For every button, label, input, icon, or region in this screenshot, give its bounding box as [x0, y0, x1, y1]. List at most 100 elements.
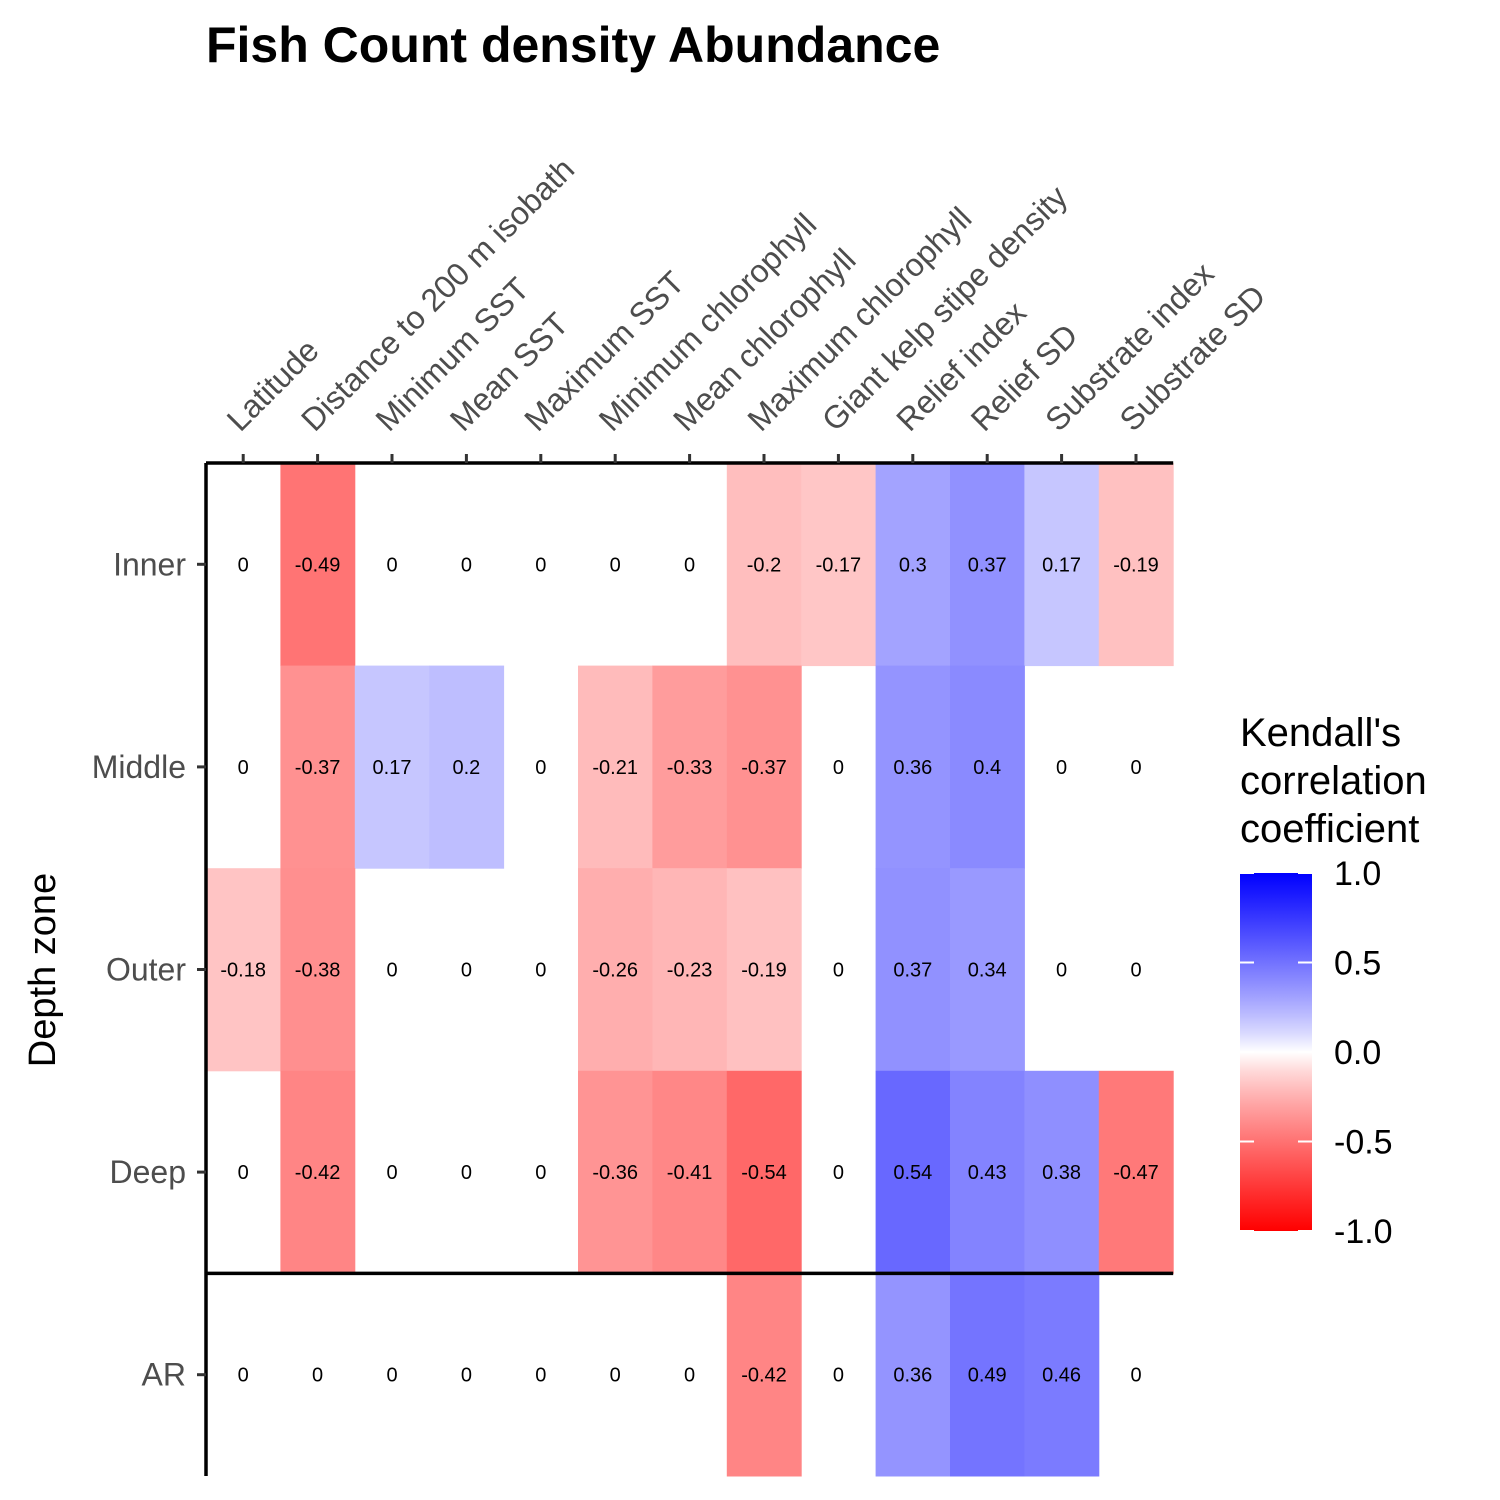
cell-value-label: 0	[535, 1365, 546, 1387]
legend-tick-label: -1.0	[1334, 1213, 1393, 1251]
y-tick-label: Outer	[106, 952, 186, 988]
legend-title-line: coefficient	[1240, 807, 1419, 851]
y-tick-label: AR	[142, 1357, 186, 1393]
cell-value-label: -0.54	[741, 1162, 787, 1184]
heatmap-cell-labels: 0 -0.49 0 0 0 0 0 -0.2 -0.17 0.3 0.37 0.17 -0.19 0 -0.…	[220, 554, 1158, 1386]
legend-tick-label: 0.5	[1334, 945, 1381, 983]
heatmap-cell	[801, 463, 877, 667]
axes	[197, 454, 1174, 1476]
cell-value-label: 0	[1130, 1365, 1141, 1387]
heatmap-cell	[1024, 1070, 1100, 1274]
cell-value-label: -0.42	[741, 1365, 787, 1387]
heatmap-cell	[280, 868, 356, 1072]
cell-value-label: 0.37	[968, 554, 1007, 576]
heatmap-cell	[652, 868, 728, 1072]
heatmap-cell	[280, 1070, 356, 1274]
heatmap-cell	[1098, 463, 1174, 667]
cell-value-label: 0.38	[1042, 1162, 1081, 1184]
cell-value-label: -0.49	[295, 554, 341, 576]
cell-value-label: -0.19	[1113, 554, 1159, 576]
heatmap-cell	[1024, 463, 1100, 667]
chart-title: Fish Count density Abundance	[206, 17, 940, 73]
y-tick-label: Inner	[113, 546, 186, 582]
y-axis-title: Depth zone	[22, 873, 64, 1067]
cell-value-label: -0.38	[295, 960, 341, 982]
heatmap-cell	[206, 868, 281, 1072]
cell-value-label: 0	[833, 960, 844, 982]
cell-value-label: 0	[238, 1162, 249, 1184]
cell-value-label: -0.36	[592, 1162, 638, 1184]
cell-value-label: 0	[684, 1365, 695, 1387]
cell-value-label: -0.2	[747, 554, 781, 576]
cell-value-label: 0	[535, 554, 546, 576]
legend-title-line: correlation	[1240, 759, 1427, 803]
cell-value-label: 0.49	[968, 1365, 1007, 1387]
cell-value-label: 0	[684, 554, 695, 576]
y-axis-tick-labels: Inner Middle Outer Deep AR	[92, 546, 187, 1392]
y-tick-label: Deep	[110, 1154, 187, 1190]
cell-value-label: 0	[238, 757, 249, 779]
cell-value-label: 0	[238, 554, 249, 576]
heatmap-cell	[280, 665, 356, 869]
cell-value-label: -0.37	[741, 757, 787, 779]
cell-value-label: -0.18	[220, 960, 266, 982]
cell-value-label: 0.34	[968, 960, 1007, 982]
cell-value-label: 0.17	[373, 757, 412, 779]
cell-value-label: 0.17	[1042, 554, 1081, 576]
heatmap-cell	[950, 665, 1025, 869]
heatmap-cell	[726, 1070, 802, 1274]
heatmap-cell	[950, 1070, 1025, 1274]
heatmap-cell	[726, 1273, 802, 1477]
heatmap-cell	[280, 463, 356, 667]
cell-value-label: 0	[610, 1365, 621, 1387]
heatmap-cell	[950, 868, 1025, 1072]
cell-value-label: 0	[610, 554, 621, 576]
legend-tick-label: 1.0	[1334, 855, 1381, 893]
heatmap-cell	[1024, 1273, 1100, 1477]
cell-value-label: 0	[386, 1162, 397, 1184]
cell-value-label: 0	[1056, 960, 1067, 982]
heatmap-cell	[875, 463, 951, 667]
heatmap-cell	[950, 1273, 1025, 1477]
cell-value-label: -0.19	[741, 960, 787, 982]
cell-value-label: 0.4	[973, 757, 1001, 779]
cell-value-label: 0	[535, 960, 546, 982]
cell-value-label: 0.36	[893, 757, 932, 779]
cell-value-label: 0	[833, 757, 844, 779]
heatmap-cell	[578, 868, 653, 1072]
cell-value-label: -0.21	[592, 757, 638, 779]
cell-value-label: 0	[1130, 757, 1141, 779]
heatmap-cell	[578, 1070, 653, 1274]
heatmap-cell	[652, 1070, 728, 1274]
cell-value-label: 0.54	[893, 1162, 932, 1184]
cell-value-label: 0.36	[893, 1365, 932, 1387]
cell-value-label: 0.3	[899, 554, 927, 576]
legend-title-line: Kendall's	[1240, 711, 1401, 755]
cell-value-label: 0	[461, 960, 472, 982]
cell-value-label: 0	[461, 1365, 472, 1387]
cell-value-label: 0.37	[893, 960, 932, 982]
cell-value-label: 0	[535, 1162, 546, 1184]
cell-value-label: 0	[535, 757, 546, 779]
cell-value-label: 0	[1056, 757, 1067, 779]
heatmap-cell	[429, 665, 505, 869]
cell-value-label: 0.2	[452, 757, 480, 779]
cell-value-label: 0	[833, 1162, 844, 1184]
heatmap-cell	[875, 868, 951, 1072]
cell-value-label: 0	[238, 1365, 249, 1387]
heatmap-cell	[652, 665, 728, 869]
heatmap-cell	[875, 1273, 951, 1477]
cell-value-label: -0.26	[592, 960, 638, 982]
cell-value-label: -0.37	[295, 757, 341, 779]
cell-value-label: -0.41	[667, 1162, 713, 1184]
heatmap-cell	[1098, 1070, 1174, 1274]
heatmap-cell	[354, 665, 430, 869]
cell-value-label: 0	[312, 1365, 323, 1387]
heatmap-cell	[578, 665, 653, 869]
cell-value-label: 0	[386, 960, 397, 982]
cell-value-label: -0.17	[816, 554, 862, 576]
cell-value-label: 0	[386, 554, 397, 576]
